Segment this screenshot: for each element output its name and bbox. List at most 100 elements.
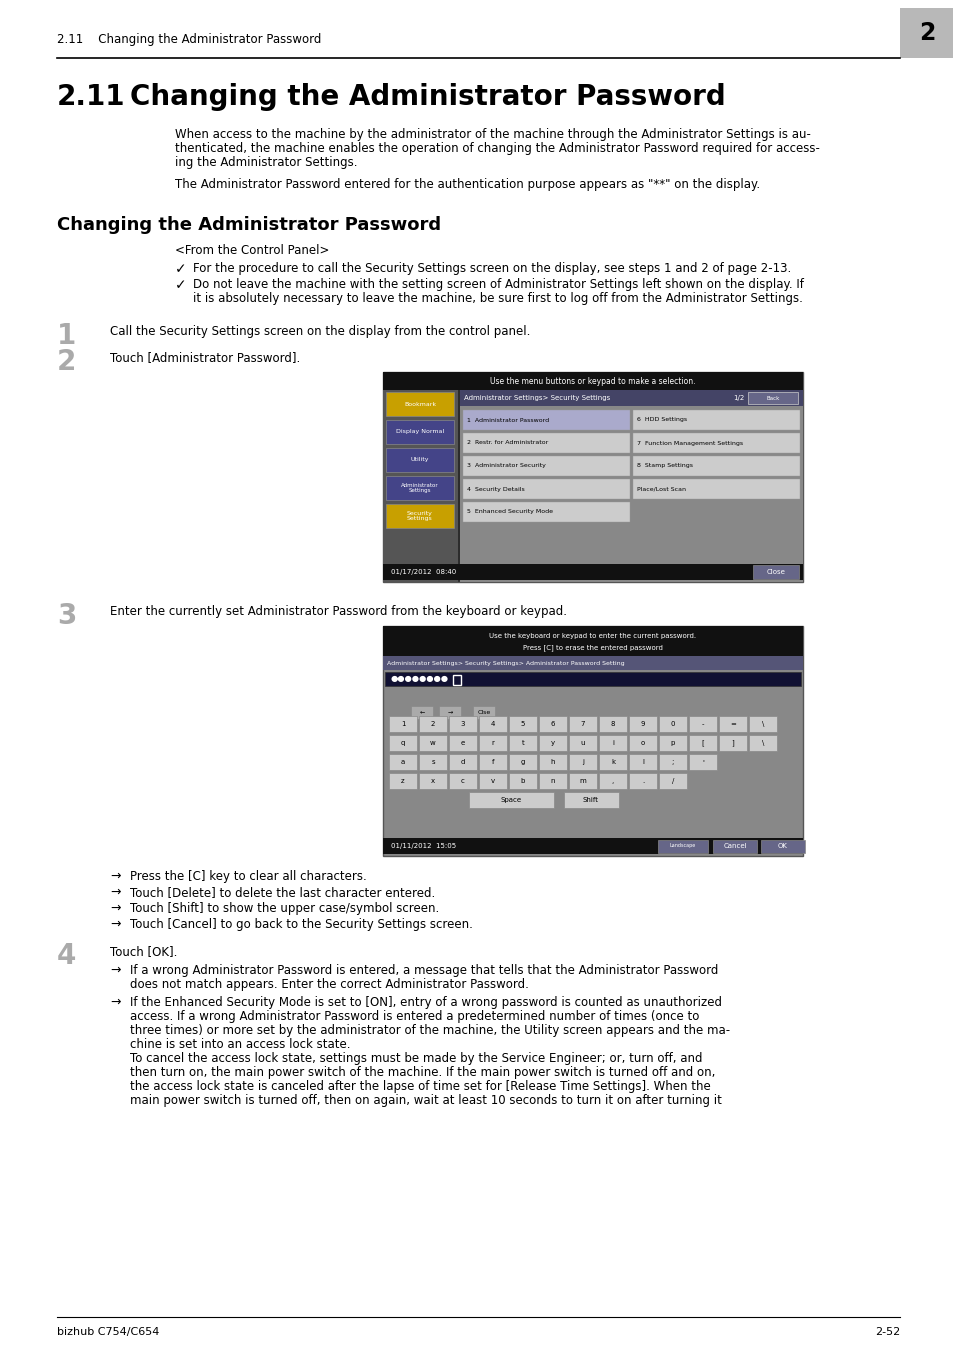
Text: -: - [701,721,703,728]
Text: ←: ← [419,710,424,714]
Bar [659,734,686,751]
Text: Administrator Settings> Security Settings> Administrator Password Setting: Administrator Settings> Security Setting… [387,660,624,666]
Bar [469,792,554,809]
Text: 3  Administrator Security: 3 Administrator Security [467,463,545,468]
Bar [449,755,476,770]
Text: ✓: ✓ [174,262,187,275]
Text: Press [C] to erase the entered password: Press [C] to erase the entered password [522,645,662,652]
Text: →: → [447,710,452,714]
Bar [659,755,686,770]
Text: If a wrong Administrator Password is entered, a message that tells that the Admi: If a wrong Administrator Password is ent… [130,964,718,977]
Text: Press the [C] key to clear all characters.: Press the [C] key to clear all character… [130,869,366,883]
Bar [386,448,454,472]
Text: bizhub C754/C654: bizhub C754/C654 [57,1327,159,1336]
Text: <From the Control Panel>: <From the Control Panel> [174,244,329,256]
Text: main power switch is turned off, then on again, wait at least 10 seconds to turn: main power switch is turned off, then on… [130,1094,721,1107]
Text: q: q [400,740,405,747]
Text: 8: 8 [610,721,615,728]
Text: →: → [110,886,120,899]
Bar [633,433,800,454]
Text: 5: 5 [520,721,525,728]
Bar [462,479,629,500]
Bar [418,755,447,770]
Text: ●●●●●●●●: ●●●●●●●● [391,675,449,683]
Bar [449,734,476,751]
Text: 2: 2 [918,22,934,45]
Bar [712,840,757,853]
Bar [633,456,800,477]
Bar [748,716,776,732]
Text: ,: , [611,778,614,784]
Text: thenticated, the machine enables the operation of changing the Administrator Pas: thenticated, the machine enables the ope… [174,142,819,155]
Bar [568,755,597,770]
Bar [386,420,454,444]
Text: Utility: Utility [411,458,429,463]
Bar [478,734,506,751]
Bar [633,410,800,431]
Text: Shift: Shift [582,796,598,803]
Text: Use the keyboard or keypad to enter the current password.: Use the keyboard or keypad to enter the … [489,633,696,639]
Bar [382,564,802,580]
Text: c: c [460,778,464,784]
Bar [747,392,797,404]
Text: 2: 2 [431,721,435,728]
Bar [453,675,460,684]
Text: The Administrator Password entered for the authentication purpose appears as "**: The Administrator Password entered for t… [174,178,760,190]
Text: Do not leave the machine with the setting screen of Administrator Settings left : Do not leave the machine with the settin… [193,278,803,292]
Text: Touch [Delete] to delete the last character entered.: Touch [Delete] to delete the last charac… [130,886,435,899]
Bar [418,734,447,751]
Text: 2.11: 2.11 [57,82,126,111]
Bar [462,410,629,431]
Bar [598,716,626,732]
Text: Touch [Shift] to show the upper case/symbol screen.: Touch [Shift] to show the upper case/sym… [130,902,438,915]
Bar [382,838,802,855]
Text: does not match appears. Enter the correct Administrator Password.: does not match appears. Enter the correc… [130,977,528,991]
Text: three times) or more set by the administrator of the machine, the Utility screen: three times) or more set by the administ… [130,1025,729,1037]
Text: 8  Stamp Settings: 8 Stamp Settings [637,463,692,468]
Text: →: → [110,964,120,977]
Bar [899,8,953,58]
Text: j: j [581,759,583,765]
Bar [462,502,629,522]
Bar [382,626,802,856]
Text: Enter the currently set Administrator Password from the keyboard or keypad.: Enter the currently set Administrator Pa… [110,605,566,618]
Text: 01/11/2012  15:05: 01/11/2012 15:05 [391,842,456,849]
Text: v: v [491,778,495,784]
Text: To cancel the access lock state, settings must be made by the Service Engineer; : To cancel the access lock state, setting… [130,1052,701,1065]
Bar [449,716,476,732]
Text: 3: 3 [460,721,465,728]
Bar [568,774,597,788]
Bar [382,626,802,656]
Text: [: [ [700,740,703,747]
Bar [760,840,804,853]
Text: p: p [670,740,675,747]
Text: 6  HDD Settings: 6 HDD Settings [637,417,686,423]
Text: 01/17/2012  08:40: 01/17/2012 08:40 [391,568,456,575]
Text: Call the Security Settings screen on the display from the control panel.: Call the Security Settings screen on the… [110,325,530,338]
Text: 7: 7 [580,721,584,728]
Bar [719,734,746,751]
Bar [382,390,457,582]
Text: e: e [460,740,465,747]
Text: For the procedure to call the Security Settings screen on the display, see steps: For the procedure to call the Security S… [193,262,790,275]
Text: Cancel: Cancel [722,842,746,849]
Text: 4: 4 [490,721,495,728]
Text: →: → [110,996,120,1008]
Text: k: k [610,759,615,765]
Text: chine is set into an access lock state.: chine is set into an access lock state. [130,1038,350,1052]
Bar [411,706,433,720]
Bar [462,456,629,477]
Bar [478,755,506,770]
Bar [386,504,454,528]
Text: it is absolutely necessary to leave the machine, be sure first to log off from t: it is absolutely necessary to leave the … [193,292,802,305]
Text: i: i [612,740,614,747]
Bar [659,774,686,788]
Bar [538,734,566,751]
Bar [628,755,657,770]
Bar [719,716,746,732]
Bar [538,716,566,732]
Text: s: s [431,759,435,765]
Bar [568,734,597,751]
Text: r: r [491,740,494,747]
Text: Security
Settings: Security Settings [407,510,433,521]
